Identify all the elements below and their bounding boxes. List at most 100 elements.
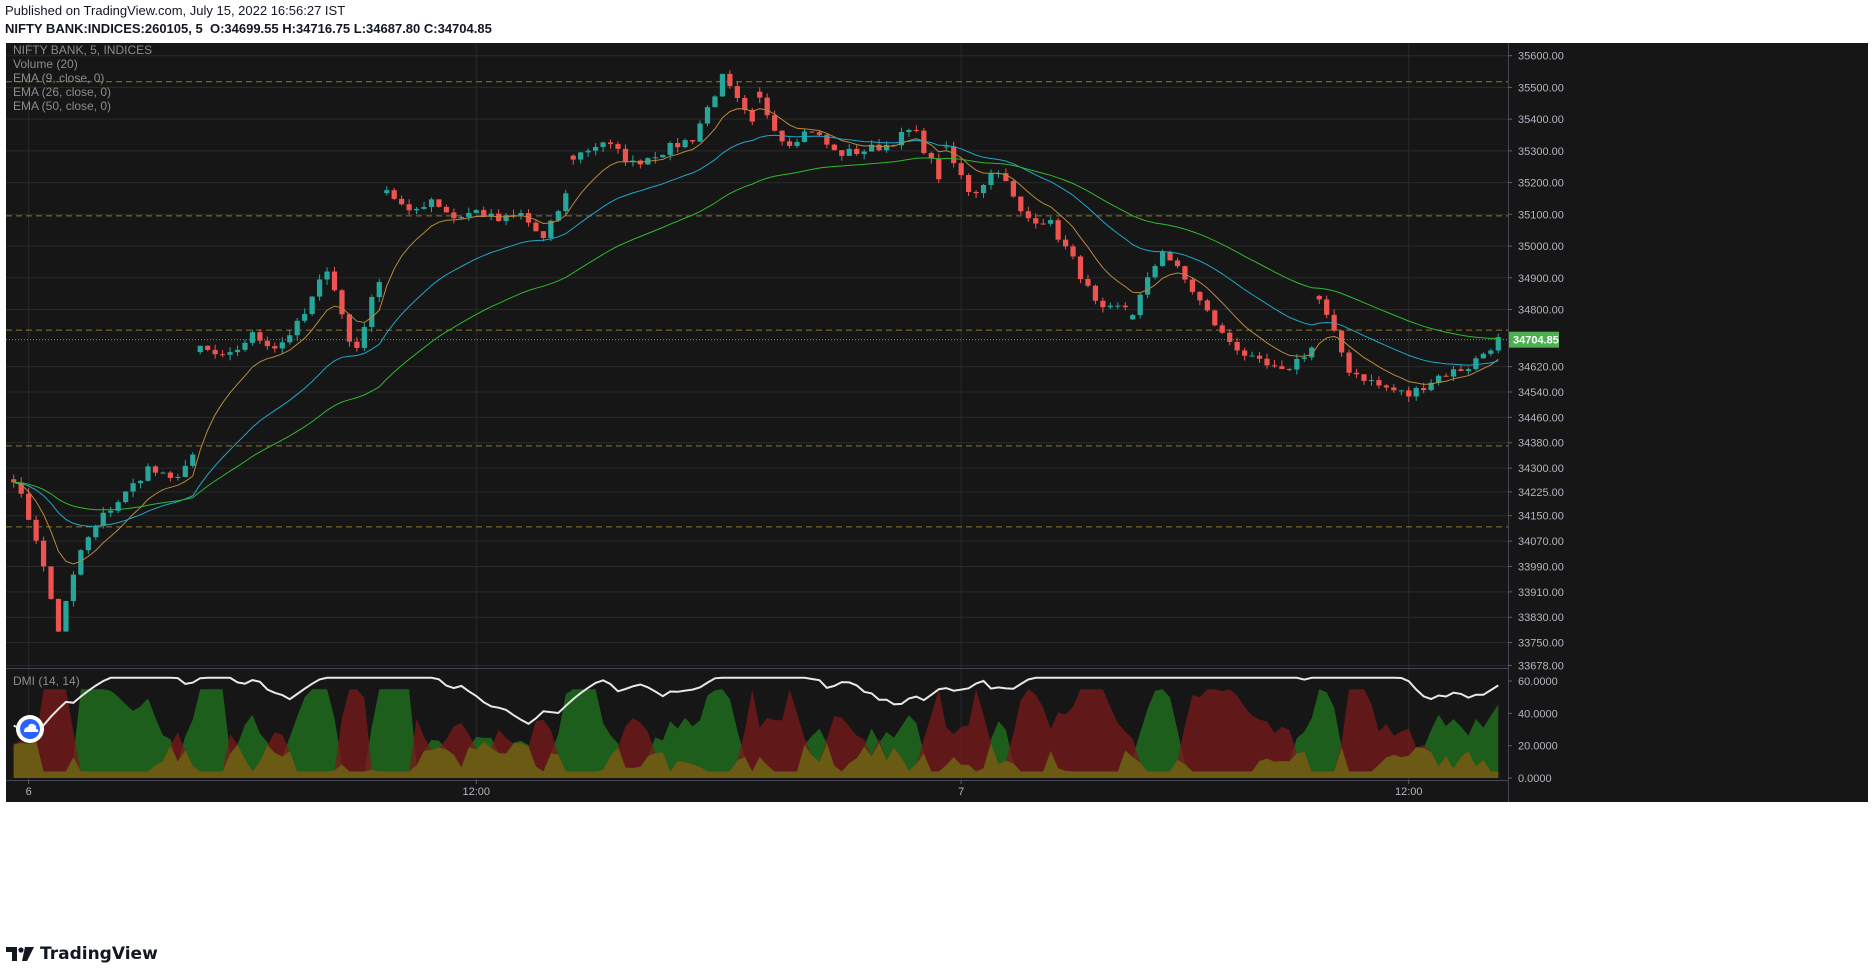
price-tick-label: 34460.00: [1518, 412, 1564, 424]
dmi-tick-label: 60.0000: [1518, 676, 1558, 688]
price-tick-label: 34540.00: [1518, 387, 1564, 399]
candle-body: [742, 97, 748, 110]
candle-body: [704, 107, 711, 124]
last-price-marker: 34704.85: [6, 331, 1559, 348]
candle-body: [951, 146, 957, 164]
price-tick-label: 35500.00: [1518, 82, 1564, 94]
price-tick-label: 33678.00: [1518, 660, 1564, 672]
candle-body: [421, 206, 427, 209]
candle-body: [190, 454, 196, 466]
ohlc-values: O:34699.55 H:34716.75 L:34687.80 C:34704…: [209, 21, 492, 36]
chart-canvas[interactable]: 35600.00 35500.00 35400.00 35300.00 35200.00…: [6, 43, 1868, 940]
legend-dmi: DMI (14, 14): [13, 674, 80, 688]
candle-body: [1055, 220, 1061, 240]
horizontal-levels: [6, 81, 1508, 528]
price-tick-label: 35200.00: [1518, 178, 1564, 190]
candle-body: [1182, 266, 1188, 280]
candle-body: [346, 314, 353, 342]
footer: TradingView: [6, 944, 158, 964]
candle-body: [1122, 305, 1128, 308]
candle-body: [958, 163, 964, 176]
legend-volume: Volume (20): [13, 57, 78, 71]
candle-body: [219, 354, 226, 356]
dmi-tick-label: 40.0000: [1518, 708, 1558, 720]
candle-body: [1406, 390, 1412, 397]
price-tick-label: 34900.00: [1518, 273, 1564, 285]
candle-body: [264, 340, 270, 347]
candle-body: [1107, 305, 1113, 308]
candle-body: [324, 271, 330, 280]
candle-body: [227, 352, 233, 355]
price-tick-label: 34225.00: [1518, 487, 1564, 499]
candle-body: [622, 148, 629, 162]
candle-body: [428, 199, 435, 207]
candle-body: [1398, 390, 1404, 392]
price-tick-label: 33830.00: [1518, 612, 1564, 624]
grid-lines: [6, 43, 1508, 780]
candle-body: [63, 601, 69, 632]
candle-body: [257, 332, 263, 341]
candle-body: [831, 144, 837, 151]
candle-body: [1488, 350, 1494, 354]
candle-body: [533, 222, 539, 232]
candle-body: [913, 130, 920, 132]
candle-body: [861, 151, 867, 155]
candle-body: [197, 345, 203, 353]
candle-body: [525, 213, 532, 223]
candle-body: [1271, 365, 1278, 367]
legend-ema9: EMA (9, close, 0): [13, 71, 104, 85]
candle-body: [1450, 369, 1457, 377]
candle-body: [1391, 387, 1397, 391]
candle-body: [1473, 358, 1479, 370]
price-tick-label: 33910.00: [1518, 587, 1564, 599]
dmi-tick-label: 20.0000: [1518, 741, 1558, 753]
candle-body: [1376, 380, 1382, 386]
candle-body: [719, 73, 726, 97]
candle-body: [1048, 220, 1054, 224]
candle-body: [137, 480, 144, 484]
di-overlap-area: [13, 740, 1499, 778]
ema26-line: [13, 134, 1499, 527]
candle-body: [607, 142, 614, 145]
candle-body: [854, 148, 860, 155]
price-tick-label: 34380.00: [1518, 438, 1564, 450]
candle-body: [309, 296, 315, 314]
candle-body: [846, 148, 852, 156]
candle-body: [391, 190, 397, 199]
price-pane-bg: [6, 43, 1508, 668]
price-tick-label: 35600.00: [1518, 51, 1564, 63]
candle-body: [1368, 380, 1375, 382]
candle-body: [883, 144, 890, 151]
candle-body: [786, 141, 793, 146]
candle-body: [272, 346, 278, 349]
candle-body: [48, 566, 54, 599]
candle-body: [563, 193, 569, 212]
candle-body: [279, 342, 285, 349]
candle-body: [1092, 285, 1099, 301]
candle-body: [518, 213, 524, 216]
candle-body: [660, 154, 666, 158]
candle-body: [1324, 299, 1330, 315]
candle-body: [1256, 355, 1263, 359]
candle-body: [1070, 246, 1076, 257]
candle-body: [55, 598, 62, 632]
candle-body: [1443, 375, 1449, 377]
price-tick-label: 35000.00: [1518, 241, 1564, 253]
candle-body: [936, 158, 942, 180]
candle-body: [436, 199, 442, 207]
candle-body: [876, 144, 882, 151]
candle-body: [1025, 211, 1031, 219]
candle-body: [667, 142, 673, 155]
candle-body: [1242, 350, 1248, 356]
candles-group: [11, 70, 1501, 633]
candle-body: [458, 216, 464, 219]
candle-body: [1227, 332, 1233, 342]
candle-body: [339, 290, 345, 315]
candle-body: [1219, 325, 1225, 333]
candle-body: [1100, 300, 1106, 308]
ema50-line: [13, 157, 1499, 511]
candle-body: [1353, 372, 1360, 375]
candle-body: [652, 157, 658, 159]
candle-body: [1167, 251, 1173, 261]
tradingview-logo-icon: [6, 947, 34, 961]
